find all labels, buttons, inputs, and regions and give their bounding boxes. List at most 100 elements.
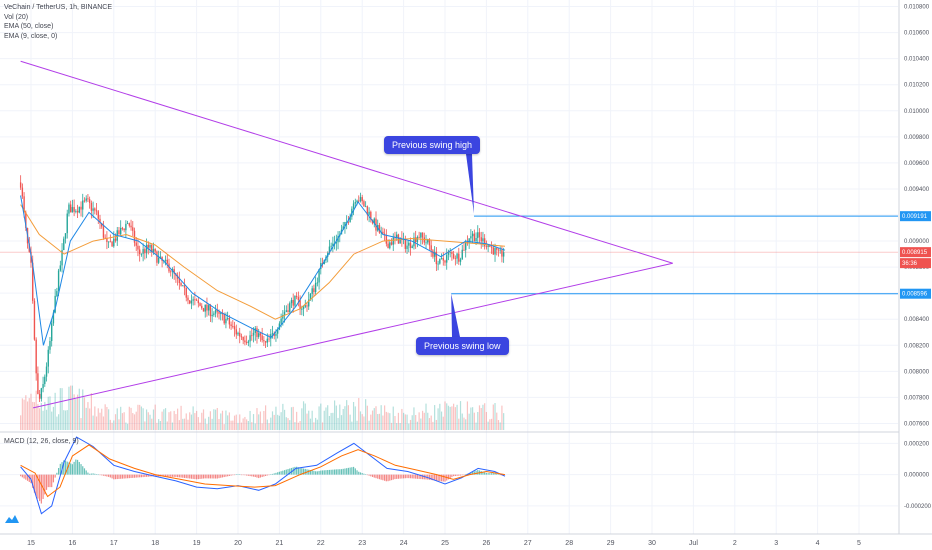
macd-histogram-bar <box>297 467 299 475</box>
volume-bar <box>171 422 174 430</box>
macd-histogram-bar <box>64 460 67 475</box>
macd-histogram-bar <box>299 467 301 475</box>
macd-histogram-bar <box>39 474 41 502</box>
macd-histogram-bar <box>201 474 203 479</box>
candle-body <box>330 245 332 247</box>
candle-body <box>207 305 210 311</box>
candle-body <box>480 237 482 242</box>
candle-body <box>447 252 450 255</box>
candle-body <box>239 332 241 337</box>
candle-body <box>166 259 168 264</box>
macd-histogram-bar <box>308 469 310 475</box>
price-tick-label: 0.010600 <box>904 31 930 37</box>
volume-bar <box>485 411 487 430</box>
macd-histogram-bar <box>283 470 286 475</box>
macd-histogram-bar <box>194 474 196 480</box>
swing-high-price-tag: 0.009191 <box>902 214 928 220</box>
indicator-volume[interactable]: Vol (20) <box>4 13 29 21</box>
candle-body <box>235 329 237 335</box>
volume-bar <box>282 403 284 430</box>
volume-bar <box>427 412 429 430</box>
candle-body <box>54 295 56 313</box>
macd-histogram-bar <box>406 474 408 479</box>
candle-body <box>320 263 322 270</box>
tradingview-logo-icon[interactable] <box>4 514 20 524</box>
volume-bar <box>368 420 370 430</box>
indicator-ema-9[interactable]: EMA (9, close, 0) <box>4 32 58 40</box>
candle-body <box>287 310 289 312</box>
macd-histogram-bar <box>354 468 356 475</box>
volume-bar <box>484 403 486 430</box>
candle-body <box>101 223 103 227</box>
macd-legend[interactable]: MACD (12, 26, close, 9) <box>4 438 79 445</box>
candle-body <box>142 249 144 254</box>
ema-9-line <box>20 195 506 346</box>
macd-histogram-bar <box>185 474 187 479</box>
macd-histogram-bar <box>359 472 362 475</box>
candle-body <box>466 241 469 243</box>
volume-bar <box>97 408 99 430</box>
volume-bar <box>114 414 117 430</box>
volume-bar <box>204 418 206 430</box>
macd-histogram-bar <box>368 474 370 476</box>
volume-bar <box>327 405 329 430</box>
candle-body <box>173 269 175 274</box>
candle-body <box>97 211 99 219</box>
candle-body <box>232 326 234 327</box>
volume-bar <box>177 408 179 430</box>
candle-body <box>366 206 369 215</box>
volume-bar <box>30 393 32 430</box>
macd-histogram-bar <box>482 471 484 475</box>
candle-body <box>132 227 134 231</box>
candle-body <box>195 299 198 301</box>
macd-histogram-bar <box>342 468 344 475</box>
candle-body <box>349 216 351 223</box>
volume-bar <box>352 401 355 430</box>
volume-bar <box>140 406 142 430</box>
macd-histogram-bar <box>261 474 263 478</box>
candle-body <box>149 244 151 248</box>
macd-histogram-bar <box>277 472 279 475</box>
volume-bar <box>456 404 458 430</box>
candle-body <box>56 291 58 296</box>
candle-body <box>37 373 39 394</box>
macd-histogram-bar <box>120 474 122 479</box>
volume-bar <box>302 401 305 430</box>
macd-histogram-bar <box>461 474 463 476</box>
macd-histogram-bar <box>47 474 49 488</box>
swing-high-price-tag-bg <box>900 211 931 222</box>
macd-histogram-bar <box>266 474 268 476</box>
candle-body <box>439 258 441 264</box>
macd-histogram-bar <box>92 473 94 475</box>
candle-body <box>223 314 225 324</box>
macd-histogram-bar <box>51 474 53 488</box>
volume-bar <box>235 414 237 430</box>
volume-bar <box>154 404 156 430</box>
candle-body <box>92 208 94 211</box>
candle-body <box>52 312 55 324</box>
macd-histogram-bar <box>373 474 375 478</box>
macd-histogram-bar <box>328 469 331 475</box>
volume-bar <box>25 395 27 430</box>
indicator-ema-50[interactable]: EMA (50, close) <box>4 23 54 31</box>
candle-body <box>485 246 488 248</box>
macd-histogram-bar <box>189 474 191 479</box>
macd-histogram-bar <box>80 464 82 475</box>
macd-histogram-bar <box>447 474 450 480</box>
macd-histogram-bar <box>487 473 489 475</box>
volume-bar <box>409 419 412 430</box>
price-tick-label: 0.009600 <box>904 161 930 167</box>
macd-histogram-bar <box>58 468 60 475</box>
volume-bar <box>392 406 394 430</box>
candle-body <box>477 232 479 239</box>
volume-bar <box>313 422 315 430</box>
symbol-title[interactable]: VeChain / TetherUS, 1h, BINANCE <box>4 4 113 11</box>
time-tick-label: 22 <box>317 540 325 547</box>
macd-histogram-bar <box>330 469 332 475</box>
macd-tick-label: 0.000000 <box>904 473 930 479</box>
macd-histogram-bar <box>265 474 267 476</box>
volume-bar <box>185 413 187 430</box>
volume-bar <box>375 406 377 430</box>
macd-histogram-bar <box>211 474 213 479</box>
